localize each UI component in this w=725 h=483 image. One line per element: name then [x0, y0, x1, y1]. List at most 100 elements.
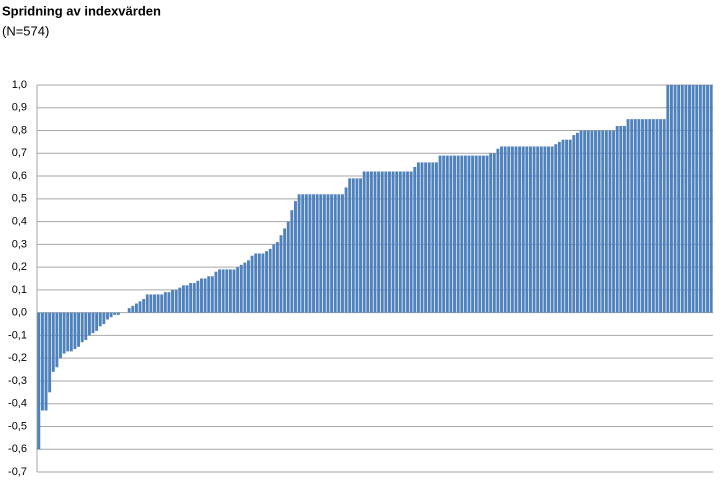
bar — [163, 292, 167, 313]
bar — [55, 312, 59, 368]
bar — [62, 312, 66, 354]
y-tick-label: 0,3 — [12, 238, 27, 250]
bar — [677, 85, 681, 313]
bar — [547, 146, 550, 313]
bar — [619, 125, 623, 313]
bar — [218, 269, 222, 313]
bar — [77, 312, 81, 347]
bar — [106, 312, 109, 320]
bar — [214, 271, 218, 313]
bar — [489, 153, 493, 313]
y-tick-label: -0,7 — [8, 466, 27, 478]
bar — [503, 146, 507, 313]
bar — [109, 312, 113, 318]
bar — [87, 312, 91, 336]
y-tick-label: 0,8 — [12, 124, 27, 136]
bar — [330, 194, 334, 313]
bar — [406, 171, 409, 313]
bar — [543, 146, 547, 313]
bar — [200, 278, 203, 313]
bar — [239, 264, 243, 313]
bar — [680, 85, 684, 313]
bar — [301, 194, 305, 313]
bar — [525, 146, 529, 313]
bar — [568, 139, 572, 313]
bar — [44, 312, 48, 411]
bar — [366, 171, 370, 313]
bar — [456, 155, 460, 313]
bar — [174, 289, 178, 313]
bar — [424, 162, 428, 313]
bar — [413, 166, 417, 313]
bar — [420, 162, 424, 313]
bar — [73, 312, 77, 350]
bar — [51, 312, 55, 372]
bar — [507, 146, 511, 313]
bar — [95, 312, 99, 331]
bar — [435, 162, 438, 313]
bar — [294, 201, 297, 313]
bar — [167, 292, 171, 313]
bar — [37, 312, 41, 450]
bar — [590, 130, 594, 313]
bar — [265, 251, 268, 313]
bar — [651, 119, 655, 313]
bar — [554, 144, 558, 313]
bar — [583, 130, 587, 313]
bar — [496, 148, 500, 313]
bar — [485, 155, 489, 313]
bar — [102, 312, 106, 325]
y-tick-label: -0,6 — [8, 443, 27, 455]
y-tick-label: 0,7 — [12, 147, 27, 159]
bar — [297, 194, 301, 313]
bar — [402, 171, 406, 313]
bar — [673, 85, 677, 313]
bar — [438, 155, 442, 313]
bar — [344, 187, 348, 313]
bar — [391, 171, 395, 313]
bar — [203, 278, 207, 313]
bar — [362, 171, 366, 313]
bar — [601, 130, 605, 313]
bar — [449, 155, 453, 313]
bar — [630, 119, 634, 313]
bar — [575, 132, 579, 313]
bar — [359, 178, 362, 313]
bar — [59, 312, 62, 359]
bar — [279, 235, 283, 313]
bar — [275, 242, 279, 313]
bar — [333, 194, 337, 313]
bar — [561, 139, 565, 313]
bar — [210, 276, 214, 313]
bar — [572, 135, 576, 313]
bar — [221, 269, 225, 313]
bar — [691, 85, 695, 313]
bar — [669, 85, 673, 313]
bar — [478, 155, 482, 313]
bar — [409, 171, 413, 313]
bar — [395, 171, 399, 313]
bar — [695, 85, 699, 313]
bar — [98, 312, 102, 327]
bar — [308, 194, 312, 313]
bar — [536, 146, 540, 313]
bar — [565, 139, 569, 313]
y-tick-label: 1,0 — [12, 79, 27, 91]
bar — [116, 312, 120, 315]
bar — [138, 301, 142, 313]
bar — [655, 119, 659, 313]
bar — [474, 155, 478, 313]
bar — [377, 171, 381, 313]
bar — [80, 312, 84, 343]
bar — [185, 285, 189, 313]
bar — [113, 312, 117, 315]
bar — [514, 146, 518, 313]
bar — [142, 298, 146, 313]
bar — [641, 119, 644, 313]
y-tick-label: 0,1 — [12, 284, 27, 296]
bar — [594, 130, 597, 313]
bar — [348, 178, 352, 313]
bar — [160, 294, 164, 313]
bar — [532, 146, 536, 313]
